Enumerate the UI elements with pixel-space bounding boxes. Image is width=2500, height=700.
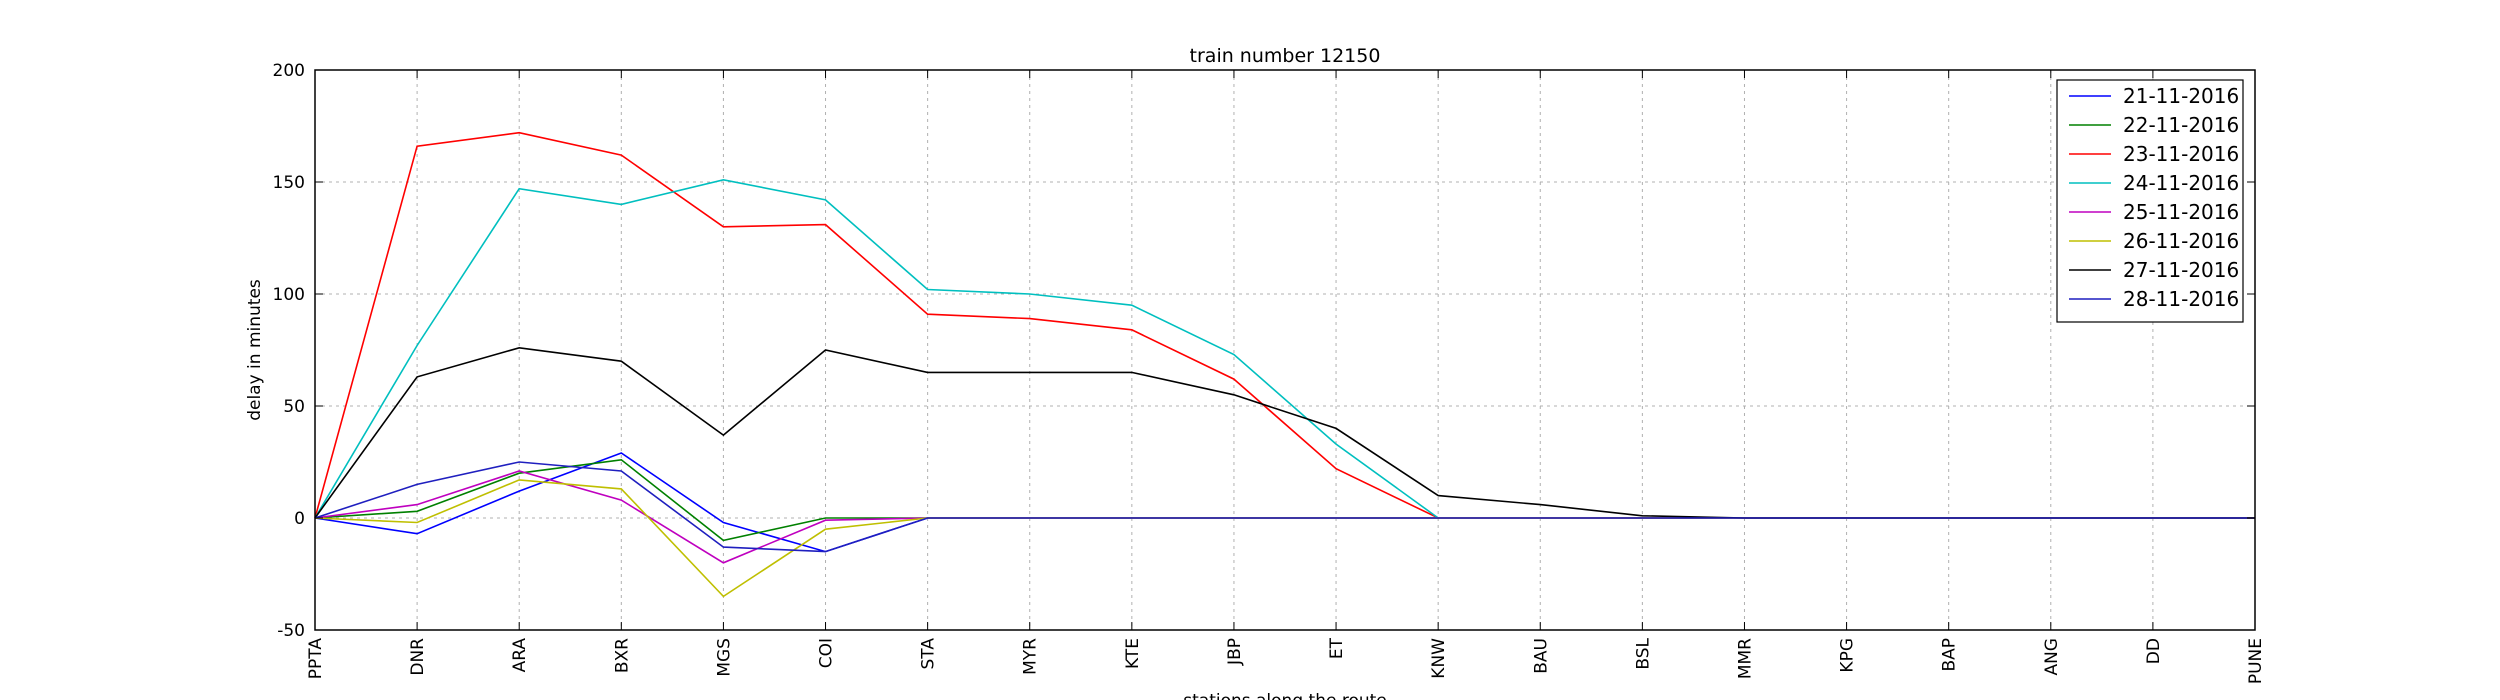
x-tick-label: MMR <box>1735 638 1755 679</box>
legend-entry: 28-11-2016 <box>2123 287 2239 311</box>
legend-entry: 26-11-2016 <box>2123 229 2239 253</box>
x-tick-label: KNW <box>1429 638 1449 679</box>
plot-frame <box>314 69 2256 631</box>
series-line <box>314 131 2255 519</box>
x-tick-label: DNR <box>408 638 428 676</box>
x-tick-label: COI <box>817 638 837 668</box>
x-tick-label: JBP <box>1225 638 1245 666</box>
y-tick-label: 100 <box>273 285 305 305</box>
legend-box <box>2056 79 2244 323</box>
x-tick-label: DD <box>2144 638 2164 664</box>
x-tick-label: PPTA <box>306 638 326 680</box>
x-tick-label: KTE <box>1123 638 1143 669</box>
legend-entry: 23-11-2016 <box>2123 142 2239 166</box>
x-tick-label: STA <box>919 638 939 670</box>
x-tick-label: ARA <box>510 638 530 673</box>
x-tick-label: BSL <box>1633 637 1653 669</box>
x-tick-label: MGS <box>714 638 734 677</box>
legend: 21-11-2016 22-11-2016 23-11-2016 24-11-2016… <box>2056 79 2244 323</box>
grid-layer <box>314 69 2256 631</box>
series-line <box>314 470 2255 564</box>
x-tick-label: ET <box>1327 637 1347 659</box>
y-axis-label: delay in minutes <box>245 279 265 421</box>
series-line <box>314 178 2255 519</box>
series-line <box>314 458 2255 542</box>
y-tick-label: 200 <box>273 61 305 81</box>
y-tick-label: 150 <box>273 173 305 193</box>
legend-entry: 22-11-2016 <box>2123 113 2239 137</box>
legend-entry: 21-11-2016 <box>2123 84 2239 108</box>
x-axis-label: stations along the route <box>1183 691 1387 700</box>
series-line <box>314 346 2255 519</box>
x-tick-label: PUNE <box>2246 638 2266 684</box>
x-axis-ticks: PPTA DNR ARA BXR MGS COI STA MYR KTE JBP ET KNW BAU B… <box>306 70 2266 684</box>
legend-entry: 24-11-2016 <box>2123 171 2239 195</box>
x-tick-label: BXR <box>612 638 632 673</box>
series-line <box>314 452 2255 553</box>
x-tick-label: MYR <box>1021 638 1041 675</box>
x-tick-label: ANG <box>2042 638 2062 676</box>
series-line <box>314 461 2255 553</box>
y-axis-ticks: -50 0 50 100 150 200 <box>273 61 2255 641</box>
y-tick-label: -50 <box>277 621 305 641</box>
x-tick-label: BAP <box>1940 638 1960 672</box>
chart-title: train number 12150 <box>1190 45 1381 67</box>
x-tick-label: BAU <box>1531 638 1551 674</box>
series-line <box>314 479 2255 598</box>
legend-entry: 25-11-2016 <box>2123 200 2239 224</box>
series-layer <box>314 131 2255 598</box>
y-tick-label: 50 <box>283 397 305 417</box>
y-tick-label: 0 <box>294 509 305 529</box>
x-tick-label: KPG <box>1838 638 1858 673</box>
legend-entry: 27-11-2016 <box>2123 258 2239 282</box>
